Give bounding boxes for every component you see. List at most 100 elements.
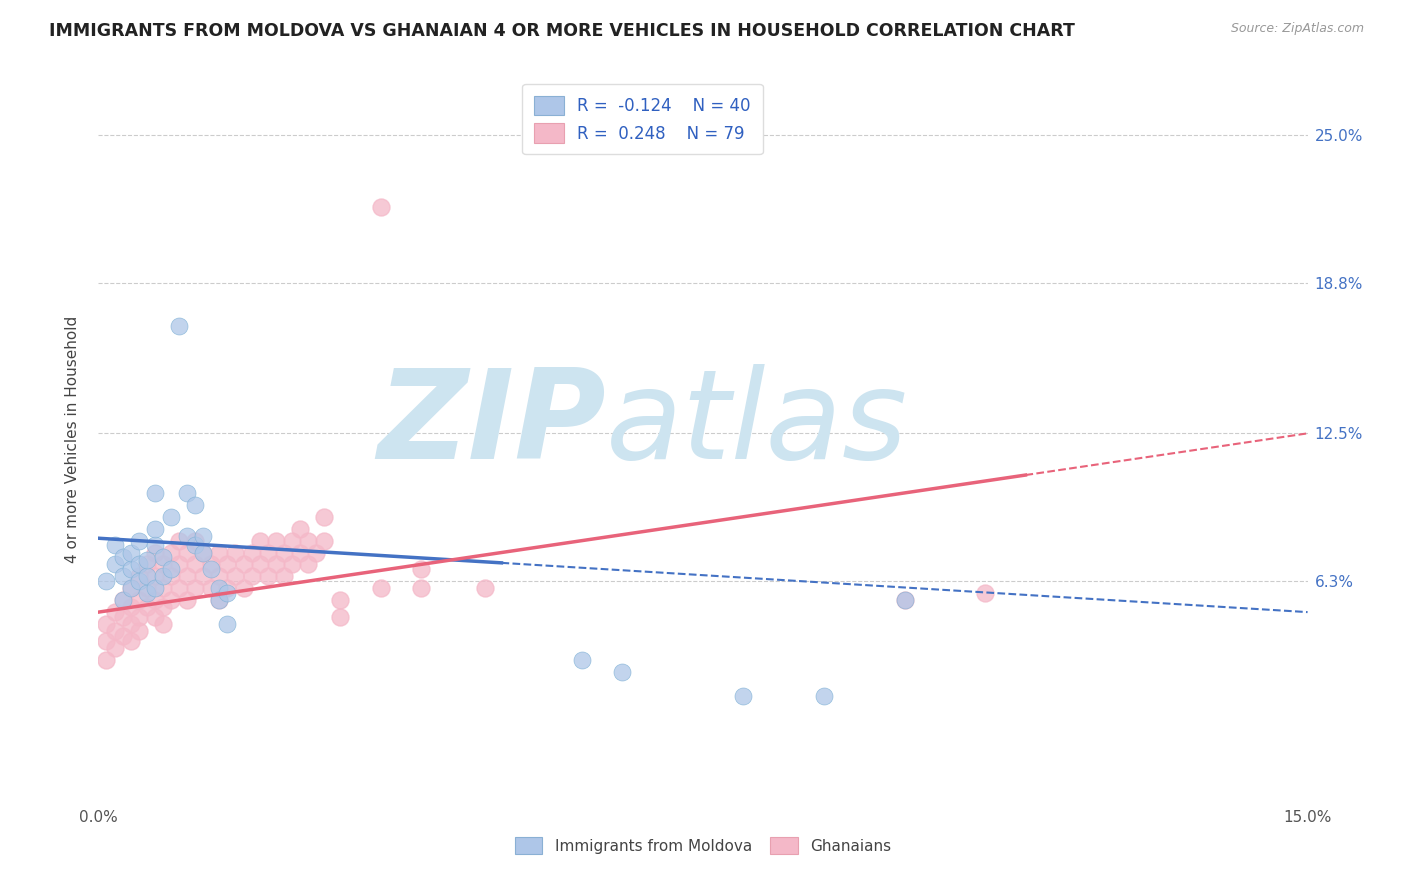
Point [152, 550, 174, 565]
Point [208, 545, 231, 559]
Point [135, 600, 157, 615]
Point [249, 558, 271, 572]
Point [217, 586, 239, 600]
Point [143, 486, 166, 500]
Point [128, 558, 150, 572]
Point [111, 550, 134, 565]
Point [733, 689, 755, 703]
Point [288, 522, 311, 536]
Point [160, 562, 183, 576]
Point [143, 593, 166, 607]
Point [232, 558, 254, 572]
Point [152, 600, 174, 615]
Point [217, 617, 239, 632]
Point [249, 533, 271, 548]
Point [128, 624, 150, 639]
Point [208, 582, 231, 596]
Point [217, 558, 239, 572]
Point [167, 582, 190, 596]
Point [128, 610, 150, 624]
Point [208, 593, 231, 607]
Point [160, 569, 183, 583]
Point [128, 533, 150, 548]
Point [135, 582, 157, 596]
Y-axis label: 4 or more Vehicles in Household: 4 or more Vehicles in Household [65, 316, 80, 563]
Point [96, 574, 118, 588]
Point [176, 545, 198, 559]
Point [167, 319, 190, 334]
Point [167, 558, 190, 572]
Point [409, 582, 432, 596]
Point [240, 569, 263, 583]
Point [120, 633, 142, 648]
Point [184, 533, 207, 548]
Point [200, 562, 222, 576]
Point [103, 640, 125, 655]
Point [111, 569, 134, 583]
Point [160, 509, 183, 524]
Point [329, 610, 352, 624]
Point [893, 593, 915, 607]
Point [240, 545, 263, 559]
Point [409, 562, 432, 576]
Point [152, 617, 174, 632]
Point [143, 522, 166, 536]
Point [297, 533, 319, 548]
Point [111, 629, 134, 643]
Point [96, 633, 118, 648]
Point [152, 569, 174, 583]
Point [193, 529, 215, 543]
Point [167, 533, 190, 548]
Point [329, 593, 352, 607]
Point [143, 582, 166, 596]
Point [281, 558, 304, 572]
Point [103, 605, 125, 619]
Point [120, 562, 142, 576]
Point [314, 533, 336, 548]
Point [135, 569, 157, 583]
Point [176, 529, 198, 543]
Point [135, 552, 157, 566]
Point [96, 653, 118, 667]
Text: Source: ZipAtlas.com: Source: ZipAtlas.com [1230, 22, 1364, 36]
Point [143, 545, 166, 559]
Point [176, 593, 198, 607]
Point [224, 545, 246, 559]
Point [103, 624, 125, 639]
Point [152, 582, 174, 596]
Point [273, 569, 295, 583]
Point [135, 558, 157, 572]
Point [208, 569, 231, 583]
Point [184, 498, 207, 512]
Point [612, 665, 634, 679]
Point [288, 545, 311, 559]
Point [176, 569, 198, 583]
Point [120, 582, 142, 596]
Point [128, 574, 150, 588]
Point [256, 569, 278, 583]
Point [200, 558, 222, 572]
Point [128, 593, 150, 607]
Point [193, 545, 215, 559]
Point [120, 617, 142, 632]
Point [128, 569, 150, 583]
Point [103, 558, 125, 572]
Point [160, 545, 183, 559]
Point [200, 582, 222, 596]
Point [184, 538, 207, 552]
Point [256, 545, 278, 559]
Point [273, 545, 295, 559]
Text: ZIP: ZIP [378, 364, 606, 485]
Point [974, 586, 997, 600]
Point [103, 538, 125, 552]
Point [314, 509, 336, 524]
Point [135, 586, 157, 600]
Point [217, 582, 239, 596]
Point [111, 610, 134, 624]
Point [370, 582, 392, 596]
Point [160, 593, 183, 607]
Point [96, 617, 118, 632]
Point [193, 569, 215, 583]
Point [297, 558, 319, 572]
Text: atlas: atlas [606, 364, 908, 485]
